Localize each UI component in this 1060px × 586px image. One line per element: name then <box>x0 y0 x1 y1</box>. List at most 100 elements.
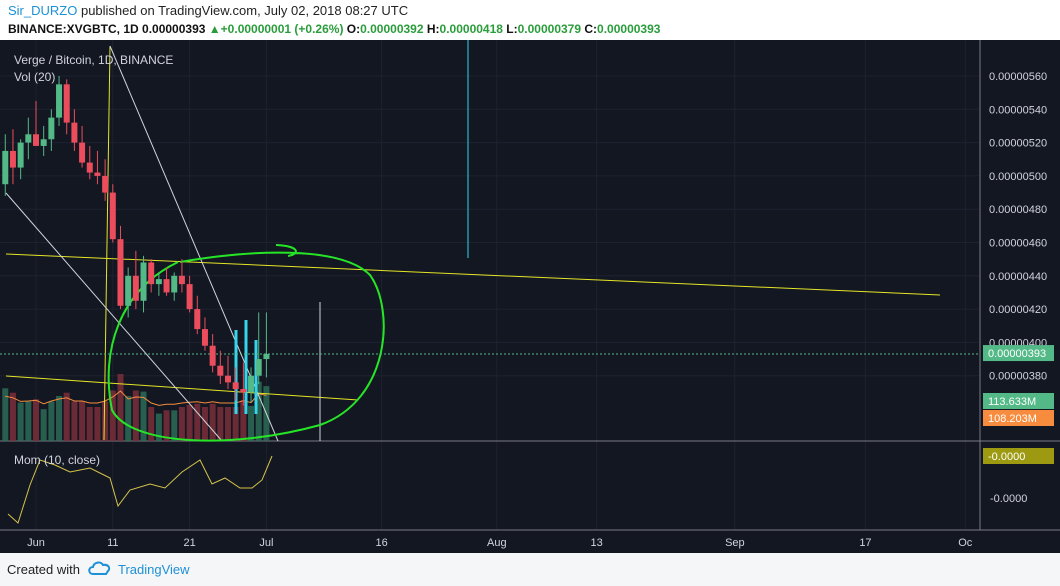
volume-bar <box>109 390 116 441</box>
volume-bar <box>17 402 24 441</box>
candle-body <box>255 359 262 376</box>
high-value: 0.00000418 <box>439 22 503 36</box>
volume-badge-bg <box>983 393 1054 409</box>
candle-body <box>263 354 270 360</box>
close-value: 0.00000393 <box>597 22 661 36</box>
volume-badge: 113.633M <box>988 396 1036 408</box>
close-label: C: <box>584 22 598 36</box>
volume-bar <box>186 404 193 441</box>
candle-body <box>132 275 139 301</box>
price-tick-label: 0.00000440 <box>989 271 1047 283</box>
volume-bar <box>132 390 139 441</box>
volume-bar <box>56 396 63 441</box>
candle-body <box>140 262 147 301</box>
change-value: +0.00000001 (+0.26%) <box>220 22 344 36</box>
time-tick-label: 16 <box>375 537 387 549</box>
candle-body <box>209 345 216 366</box>
time-tick-label: 11 <box>107 537 118 549</box>
candle-body <box>155 279 162 285</box>
yellow-vertical-line <box>103 45 111 441</box>
volume-bar <box>2 388 9 441</box>
created-with-label: Created with <box>7 562 80 577</box>
price-tick-label: 0.00000560 <box>989 71 1047 83</box>
tradingview-cloud-icon <box>88 561 111 575</box>
volume-bar <box>86 407 93 441</box>
candle-body <box>232 382 239 390</box>
candle-body <box>56 84 63 118</box>
momentum-badge: -0.0000 <box>988 451 1025 463</box>
chart-canvas[interactable]: 0.00000560 0.00000540 0.00000520 0.00000500… <box>0 40 1060 553</box>
volume-bar <box>155 413 162 441</box>
last-price-badge: 0.00000393 <box>988 348 1046 360</box>
volume-bar <box>232 407 239 441</box>
volume-bar <box>9 392 16 441</box>
candle-body <box>33 134 39 146</box>
high-label: H: <box>426 22 440 36</box>
volume-bar <box>178 407 185 441</box>
low-label: L: <box>506 22 518 36</box>
time-tick-label: Oc <box>958 537 973 549</box>
candle-body <box>48 117 55 140</box>
candle-body <box>17 142 24 168</box>
candle-body <box>25 134 32 143</box>
volume-bar <box>248 405 255 441</box>
price-tick-label: 0.00000480 <box>989 204 1047 216</box>
candle-body <box>40 139 47 146</box>
candle-body <box>102 175 109 193</box>
white-diagonal-line-2 <box>5 192 223 442</box>
volume-bar <box>148 407 155 441</box>
candle-body <box>109 192 116 240</box>
candle-body <box>178 275 185 285</box>
price-badges: 0.00000393 113.633M 108.203M -0.0000 <box>983 345 1054 464</box>
symbol-label: BINANCE:XVGBTC, 1D <box>8 22 139 36</box>
time-tick-label: Sep <box>725 537 745 549</box>
candle-body <box>9 150 16 168</box>
time-tick-label: 13 <box>591 537 603 549</box>
last-price-badge-bg <box>983 345 1054 362</box>
candle-body <box>194 309 201 330</box>
candle-body <box>71 122 78 143</box>
footer: Created with TradingView <box>0 553 1060 586</box>
open-value: 0.00000392 <box>360 22 424 36</box>
author-link[interactable]: Sir_DURZO <box>8 3 78 18</box>
momentum-pane: -0.0000 <box>7 455 1027 524</box>
volume-bars <box>2 374 270 441</box>
candle-body <box>248 375 255 393</box>
drawings <box>0 40 980 442</box>
time-tick-label: Aug <box>487 537 507 549</box>
legend-momentum: Mom (10, close) <box>14 453 100 467</box>
candle-body <box>94 172 101 176</box>
legend-volume: Vol (20) <box>14 70 55 84</box>
volume-bar <box>217 407 224 441</box>
trendline-resistance <box>5 253 941 296</box>
volume-bar <box>209 403 216 441</box>
volume-bar <box>201 407 208 441</box>
time-tick-label: Jun <box>27 537 45 549</box>
volume-bar <box>40 409 47 441</box>
price-tick-label: 0.00000500 <box>989 171 1047 183</box>
momentum-badge-bg <box>983 448 1054 464</box>
volume-ma-badge: 108.203M <box>988 413 1037 425</box>
candle-body <box>186 284 193 310</box>
trendline-support <box>5 375 359 401</box>
volume-bar <box>117 374 124 441</box>
candle-body <box>125 275 132 306</box>
candles <box>2 76 270 406</box>
momentum-axis-tick: -0.0000 <box>990 493 1027 505</box>
volume-bar <box>25 401 32 441</box>
time-tick-label: 17 <box>859 537 871 549</box>
tradingview-link[interactable]: TradingView <box>118 562 190 577</box>
candle-body <box>86 162 93 173</box>
candle-body <box>240 389 247 393</box>
volume-ma-badge-bg <box>983 410 1054 426</box>
legend-title: Verge / Bitcoin, 1D, BINANCE <box>14 53 173 67</box>
chart-header: Sir_DURZO published on TradingView.com, … <box>0 0 1060 40</box>
candle-body <box>148 262 155 285</box>
volume-bar <box>225 407 231 441</box>
volume-bar <box>94 407 101 441</box>
hand-drawn-circle <box>107 244 385 442</box>
price-tick-label: 0.00000380 <box>989 371 1047 383</box>
volume-bar <box>33 399 39 441</box>
volume-bar <box>71 401 78 441</box>
candle-body <box>2 150 9 185</box>
